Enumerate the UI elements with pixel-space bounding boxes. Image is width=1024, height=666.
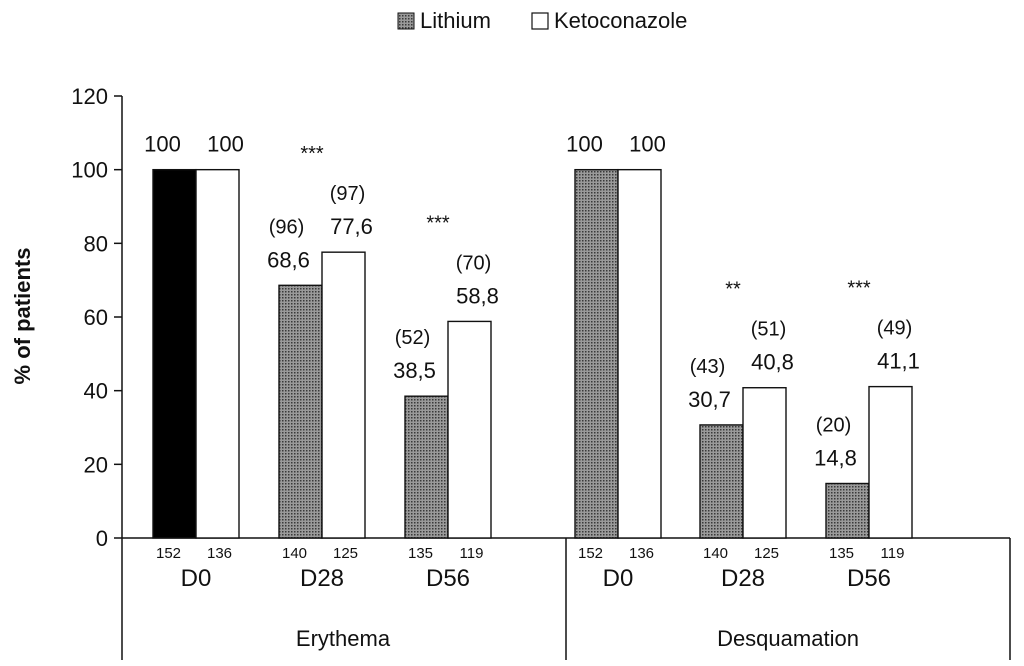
count-label-1-1-0: (43) xyxy=(690,356,726,378)
group-label-1: Desquamation xyxy=(717,626,859,651)
y-tick-label-20: 20 xyxy=(84,452,108,477)
data-label-1-1-0: 30,7 xyxy=(688,387,731,412)
data-label-0-1-0: 68,6 xyxy=(267,247,310,272)
count-label-1-2-1: (49) xyxy=(877,318,913,340)
count-label-0-2-0: (52) xyxy=(395,327,431,349)
data-label-0-1-1: 77,6 xyxy=(330,214,373,239)
timepoint-label-0-2: D56 xyxy=(426,565,470,592)
count-label-1-1-1: (51) xyxy=(751,319,787,341)
y-tick-label-40: 40 xyxy=(84,379,108,404)
y-axis-label: % of patients xyxy=(10,248,35,385)
legend: Lithium Ketoconazole xyxy=(397,8,687,33)
n-label-1-0-1: 136 xyxy=(629,545,654,562)
data-label-1-2-1: 41,1 xyxy=(877,349,920,374)
timepoint-label-0-0: D0 xyxy=(181,565,212,592)
bar-desquamation-d28-ketoconazole xyxy=(742,387,787,539)
bars xyxy=(152,168,913,539)
axis-layer: 0 20 40 60 80 100 120 xyxy=(71,84,1011,660)
data-label-0-2-1: 58,8 xyxy=(456,283,499,308)
bar-desquamation-d56-lithium xyxy=(825,482,870,539)
count-label-0-1-1: (97) xyxy=(330,183,366,205)
n-label-1-0-0: 152 xyxy=(578,545,603,562)
n-label-1-2-1: 119 xyxy=(881,545,905,562)
legend-label-lithium: Lithium xyxy=(420,8,491,33)
n-label-0-2-1: 119 xyxy=(460,545,484,562)
labels: Erythema 100 152 100 136 D0 68,6 (96) 140 77,6 (97… xyxy=(144,132,920,651)
n-label-0-0-1: 136 xyxy=(207,545,232,562)
y-tick-label-60: 60 xyxy=(84,305,108,330)
bar-desquamation-d0-ketoconazole xyxy=(617,168,662,539)
significance-0-2: *** xyxy=(426,212,450,234)
significance-1-1: ** xyxy=(725,279,741,301)
n-label-0-1-0: 140 xyxy=(282,545,307,562)
bar-erythema-d0-lithium xyxy=(152,168,197,539)
n-label-0-2-0: 135 xyxy=(408,545,433,562)
bar-erythema-d28-ketoconazole xyxy=(321,251,366,539)
legend-swatch-ketoconazole xyxy=(531,12,549,30)
bar-desquamation-d0-lithium xyxy=(574,168,619,539)
data-label-0-0-1: 100 xyxy=(207,132,244,157)
data-label-0-0-0: 100 xyxy=(144,132,181,157)
n-label-1-2-0: 135 xyxy=(829,545,854,562)
legend-label-ketoconazole: Ketoconazole xyxy=(554,8,687,33)
data-label-1-0-1: 100 xyxy=(629,132,666,157)
significance-1-2: *** xyxy=(847,278,871,300)
timepoint-label-1-1: D28 xyxy=(721,565,765,592)
bar-erythema-d56-ketoconazole xyxy=(447,320,492,539)
bar-desquamation-d28-lithium xyxy=(699,424,744,539)
data-label-1-0-0: 100 xyxy=(566,132,603,157)
group-label-0: Erythema xyxy=(296,626,391,651)
bar-erythema-d0-ketoconazole xyxy=(195,168,240,539)
timepoint-label-1-2: D56 xyxy=(847,565,891,592)
n-label-1-1-0: 140 xyxy=(703,545,728,562)
data-label-1-1-1: 40,8 xyxy=(751,350,794,375)
y-tick-label-0: 0 xyxy=(96,526,108,551)
count-label-0-2-1: (70) xyxy=(456,252,492,274)
bar-erythema-d28-lithium xyxy=(278,284,323,539)
y-tick-label-120: 120 xyxy=(71,84,108,109)
n-label-0-1-1: 125 xyxy=(333,545,358,562)
count-label-0-1-0: (96) xyxy=(269,216,305,238)
y-tick-label-100: 100 xyxy=(71,158,108,183)
timepoint-label-1-0: D0 xyxy=(603,565,634,592)
n-label-1-1-1: 125 xyxy=(754,545,779,562)
n-label-0-0-0: 152 xyxy=(156,545,181,562)
y-tick-label-80: 80 xyxy=(84,231,108,256)
legend-swatch-lithium xyxy=(397,12,415,30)
bar-desquamation-d56-ketoconazole xyxy=(868,385,913,539)
data-label-1-2-0: 14,8 xyxy=(814,445,857,470)
data-label-0-2-0: 38,5 xyxy=(393,358,436,383)
bar-erythema-d56-lithium xyxy=(404,395,449,539)
timepoint-label-0-1: D28 xyxy=(300,565,344,592)
count-label-1-2-0: (20) xyxy=(816,414,852,436)
significance-0-1: *** xyxy=(300,143,324,165)
